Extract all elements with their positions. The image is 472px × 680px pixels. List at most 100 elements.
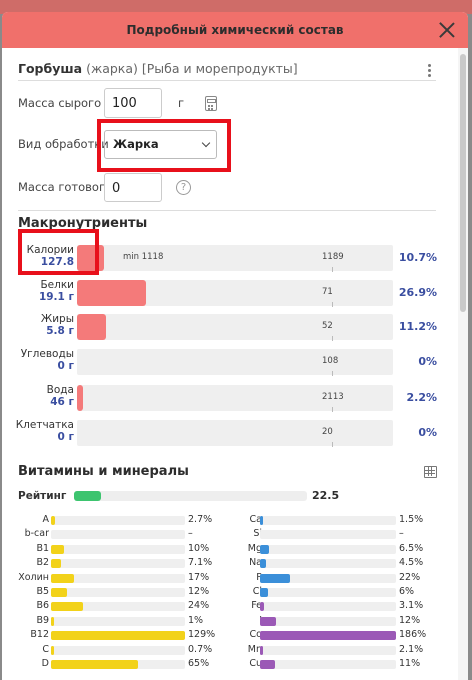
nutrient-percent: 6% xyxy=(399,586,415,597)
nutrient-name: B5 xyxy=(36,586,49,597)
table-icon[interactable] xyxy=(424,466,437,478)
nutrient-percent: 10% xyxy=(188,542,210,554)
nutrient-name: C xyxy=(42,643,49,655)
nutrient-bar-fill xyxy=(260,544,269,554)
calculator-icon[interactable] xyxy=(205,96,217,111)
nutrient-name: A xyxy=(42,514,50,525)
nutrient-name: Cl xyxy=(252,586,262,597)
unit-label: г xyxy=(178,96,185,110)
vitamin-row: A 2.7% xyxy=(2,514,468,527)
macro-value: 127.8 xyxy=(40,256,74,268)
nutrient-bar-fill xyxy=(260,616,277,626)
nutrient-percent: 1.5% xyxy=(399,514,424,525)
macro-bar: 20 xyxy=(77,420,393,447)
macro-target: 52 xyxy=(322,321,333,331)
macro-bar-fill xyxy=(77,385,83,411)
nutrient-percent: – xyxy=(399,528,404,540)
macro-bar-fill xyxy=(77,314,106,340)
nutrient-percent: 0.7% xyxy=(188,643,213,655)
mineral-row: P 22% xyxy=(2,572,468,585)
macro-percent: 0% xyxy=(418,355,437,368)
nutrient-name: P xyxy=(256,572,262,583)
nutrient-name: Холин xyxy=(18,571,49,583)
macro-row: Вода 46 г 2113 2.2% xyxy=(2,384,468,414)
nutrient-percent: 7.1% xyxy=(188,557,213,569)
macro-percent: 2.2% xyxy=(406,391,437,404)
vitamin-row: B1 10% xyxy=(2,543,468,556)
more-menu-icon[interactable] xyxy=(428,64,432,78)
nutrient-percent: 12% xyxy=(399,614,421,626)
product-qualifier: (жарка) [Рыба и морепродукты] xyxy=(86,61,298,76)
nutrient-name: Si xyxy=(253,528,262,540)
macro-bar: 52 xyxy=(77,314,393,341)
vitamin-row: B5 12% xyxy=(2,586,468,599)
nutrient-bar-fill xyxy=(51,645,54,655)
macro-bar: 108 xyxy=(77,349,393,376)
macro-value: 0 г xyxy=(57,431,74,443)
rating-bar xyxy=(74,491,307,501)
macro-name: Углеводы xyxy=(20,348,74,360)
nutrient-bar xyxy=(260,516,396,525)
nutrient-bar-fill xyxy=(51,616,54,626)
mineral-row: Mn 2.1% xyxy=(2,644,468,657)
nutrient-name: Co xyxy=(249,629,262,641)
nutrient-name: Mg xyxy=(247,542,262,554)
macro-target-tick xyxy=(332,336,333,341)
nutrient-bar-fill xyxy=(260,660,275,669)
rating-value: 22.5 xyxy=(312,489,340,502)
raw-mass-input[interactable]: 100 xyxy=(104,88,162,118)
rating-label: Рейтинг xyxy=(18,490,67,502)
nutrient-bar xyxy=(51,602,185,612)
highlight-box-calories xyxy=(18,229,99,275)
nutrient-bar xyxy=(260,645,396,655)
product-title: Горбуша (жарка) [Рыба и морепродукты] xyxy=(18,61,298,76)
scrollbar[interactable] xyxy=(458,48,468,680)
scrollbar-thumb[interactable] xyxy=(460,54,466,312)
help-icon[interactable]: ? xyxy=(176,180,191,195)
nutrient-percent: 186% xyxy=(399,629,427,641)
nutrient-bar xyxy=(260,530,396,540)
nutrient-bar-fill xyxy=(51,588,68,597)
close-icon[interactable] xyxy=(436,19,458,41)
macro-row: Клетчатка 0 г 20 0% xyxy=(2,419,468,449)
macro-target-tick xyxy=(332,371,333,376)
nutrient-name: b-car xyxy=(24,528,49,540)
mineral-row: Fe 3.1% xyxy=(2,600,468,613)
nutrient-percent: 22% xyxy=(399,571,421,583)
nutrient-percent: 65% xyxy=(188,658,210,669)
nutrient-name: Mn xyxy=(247,643,262,655)
macro-value: 5.8 г xyxy=(46,325,74,337)
nutrient-bar-fill xyxy=(51,544,65,554)
cooked-mass-input[interactable]: 0 xyxy=(104,173,162,202)
nutrient-percent: – xyxy=(188,528,193,540)
nutrient-bar xyxy=(51,588,185,597)
nutrient-name: Fe xyxy=(251,600,262,612)
macro-percent: 26.9% xyxy=(398,286,437,299)
nutrient-bar-fill xyxy=(260,559,267,569)
macro-percent: 0% xyxy=(418,426,437,439)
mineral-row: Na 4.5% xyxy=(2,557,468,570)
rating-bar-fill xyxy=(74,491,101,501)
nutrient-percent: 4.5% xyxy=(399,557,424,569)
nutrient-bar xyxy=(51,616,185,626)
nutrient-bar xyxy=(51,660,185,669)
mineral-row: I12% xyxy=(2,615,468,628)
nutrient-bar xyxy=(51,631,185,641)
processing-select[interactable]: Жарка xyxy=(104,130,217,159)
nutrient-name: Ca xyxy=(249,514,262,525)
nutrient-bar xyxy=(260,588,396,597)
macro-name: Вода xyxy=(46,384,74,396)
vitamin-row: B9 1% xyxy=(2,615,468,628)
nutrient-bar-fill xyxy=(51,516,55,525)
dialog-header: Подробный химический состав xyxy=(2,12,468,48)
nutrient-bar-fill xyxy=(260,588,269,597)
macro-bar: 2113 xyxy=(77,385,393,412)
nutrient-bar xyxy=(51,516,185,525)
nutrient-name: B1 xyxy=(36,542,49,554)
raw-mass-label: Масса сырого xyxy=(18,96,102,110)
macro-target: 71 xyxy=(322,287,333,297)
macro-target: 108 xyxy=(322,356,339,366)
nutrient-bar-fill xyxy=(260,631,396,641)
macro-target: 20 xyxy=(322,427,333,437)
mineral-row: Si – xyxy=(2,528,468,541)
